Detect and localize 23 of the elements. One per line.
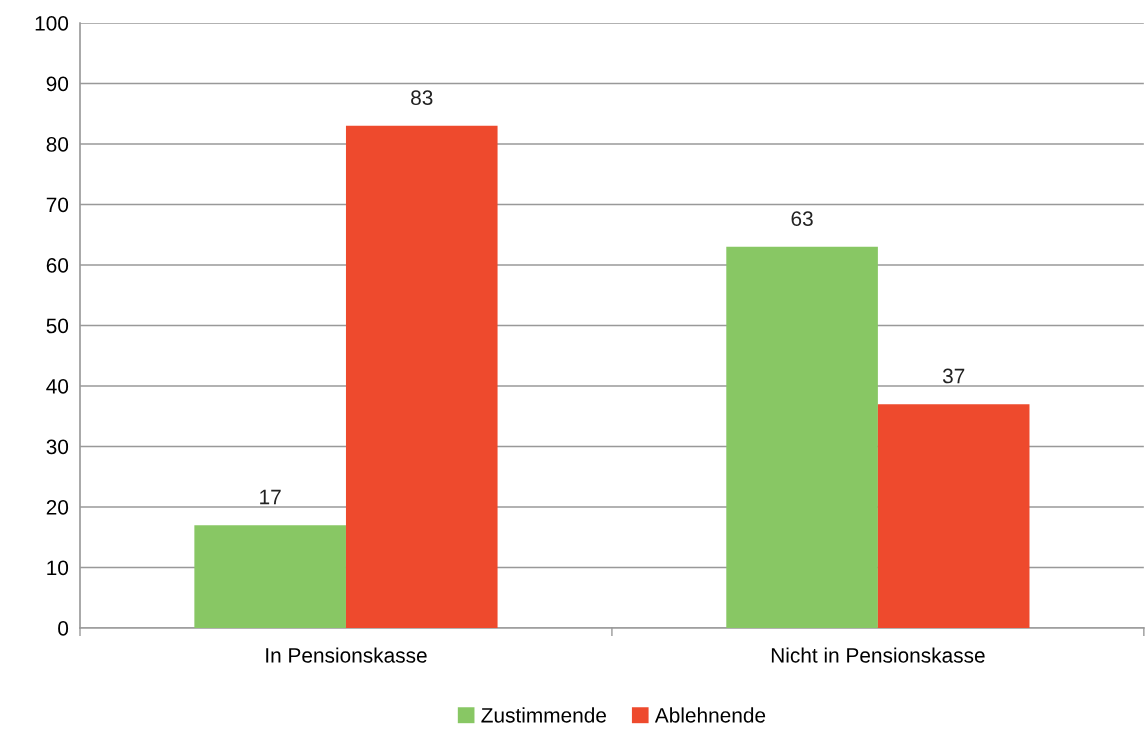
y-tick-label: 30 <box>46 439 69 455</box>
y-tick-label: 70 <box>46 197 69 213</box>
bar <box>877 404 1030 628</box>
x-tick-label: Nicht in Pensionskasse <box>771 647 985 663</box>
legend-label: Zustimmende <box>481 707 606 723</box>
data-label: 17 <box>260 489 281 505</box>
data-label: 63 <box>791 211 813 227</box>
y-tick-label: 100 <box>35 16 69 31</box>
data-label: 83 <box>411 90 433 106</box>
y-tick-label: 50 <box>46 318 69 334</box>
y-tick-label: 20 <box>46 500 69 515</box>
legend-label: Ablehnende <box>654 707 766 723</box>
y-tick-label: 10 <box>47 560 69 576</box>
bar <box>345 125 498 628</box>
y-tick-label: 90 <box>46 76 69 92</box>
y-tick-label: 0 <box>58 621 69 636</box>
data-label: 37 <box>942 368 965 384</box>
y-tick-label: 40 <box>46 379 69 394</box>
y-tick-label: 60 <box>46 258 69 273</box>
y-tick-label: 80 <box>46 137 69 152</box>
x-tick-label: In Pensionskasse <box>266 647 427 663</box>
bar <box>194 525 346 628</box>
bar <box>726 246 878 628</box>
